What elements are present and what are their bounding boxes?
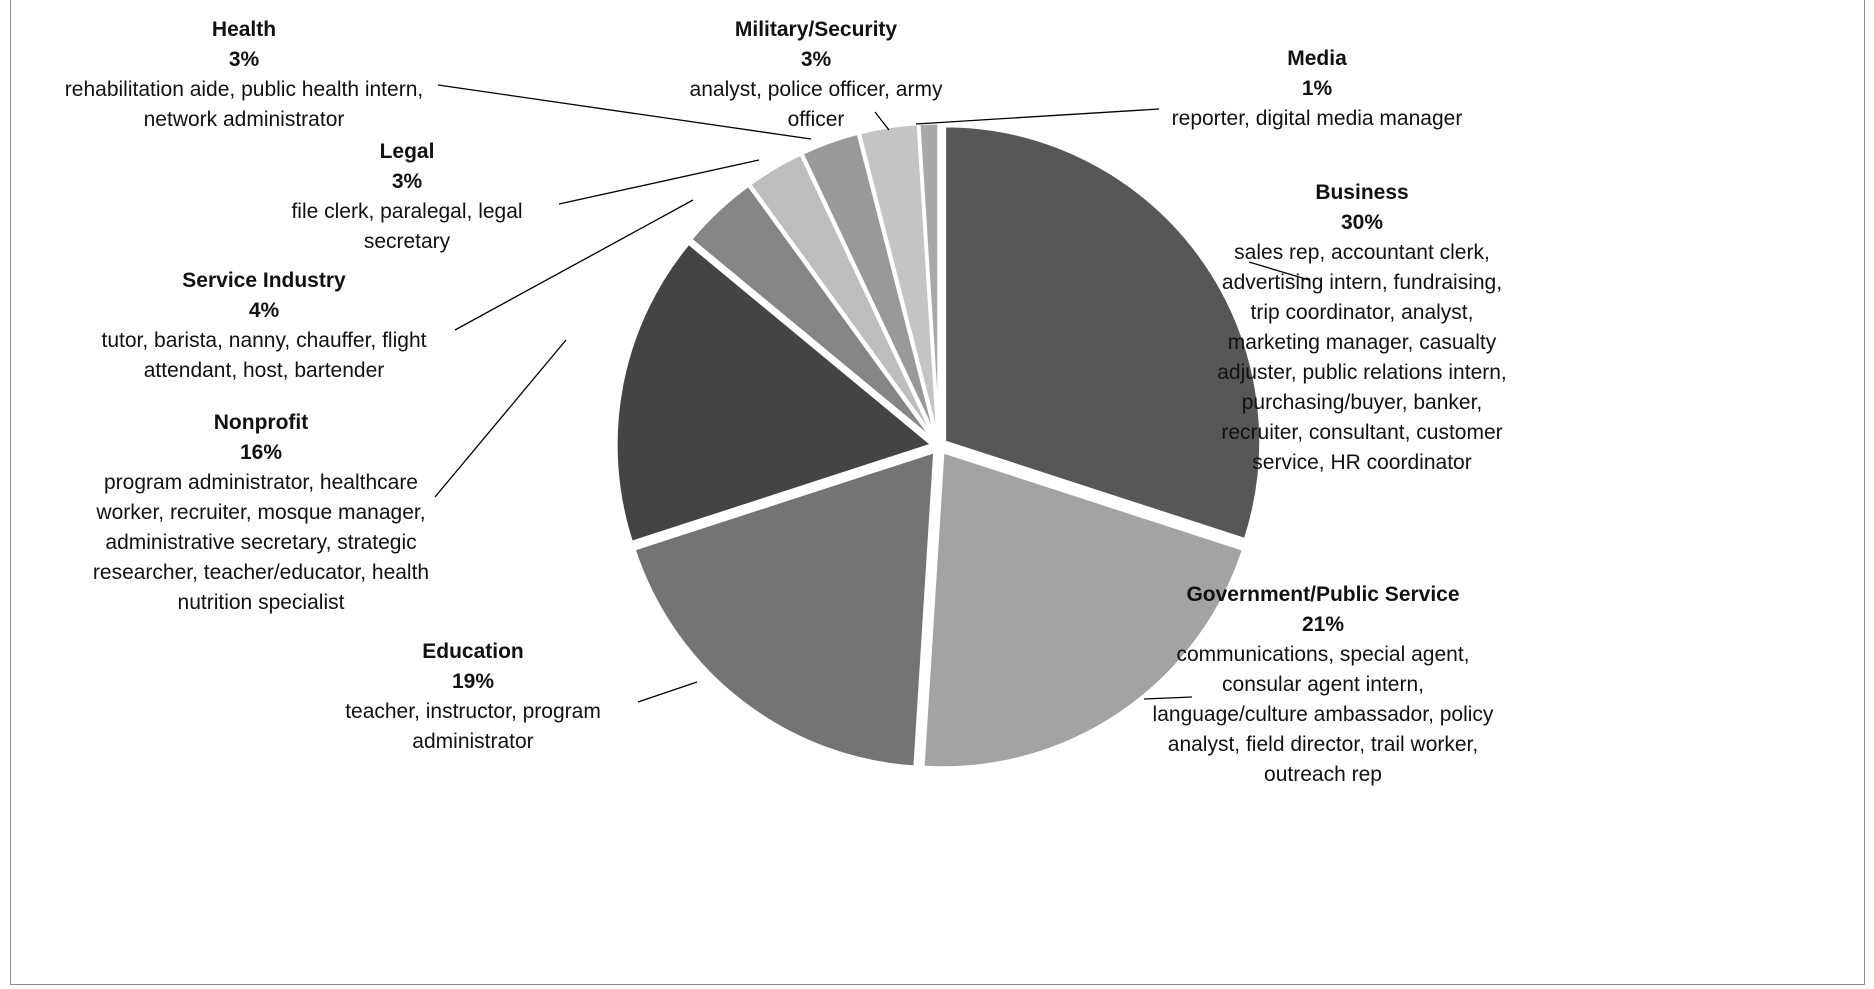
slice-label: Education 19% teacher, instructor, program… (308, 637, 638, 757)
pie-slice-nonprofit (614, 241, 936, 545)
slice-label: Media 1% reporter, digital media manager (1147, 44, 1487, 134)
leader-line (915, 108, 1160, 125)
slice-percent: 3% (391, 170, 423, 193)
leader-line (874, 111, 890, 131)
slice-name: Legal (379, 140, 435, 163)
leader-line (1248, 261, 1310, 281)
slice-name: Military/Security (734, 18, 898, 41)
slice-label: Government/Public Service 21% communicatio… (1143, 580, 1503, 790)
slice-label: Health 3% rehabilitation aide, public heal… (54, 15, 434, 135)
slice-label: Military/Security 3% analyst, police offic… (661, 15, 971, 135)
pie-slice-business (943, 124, 1263, 542)
slice-label: Legal 3% file clerk, paralegal, legal secr… (267, 137, 547, 257)
slice-description: program administrator, healthcare worker… (92, 471, 430, 614)
slice-name: Business (1315, 181, 1409, 204)
slice-percent: 21% (1301, 613, 1345, 636)
slice-name: Health (211, 18, 277, 41)
slice-description: communications, special agent, consular … (1152, 643, 1494, 786)
slice-percent: 4% (248, 299, 280, 322)
leader-line (437, 84, 812, 140)
slice-name: Media (1287, 47, 1347, 70)
slice-name: Service Industry (182, 269, 346, 292)
slice-label: Nonprofit 16% program administrator, healt… (76, 408, 446, 618)
slice-percent: 16% (239, 441, 283, 464)
pie-slice-education (632, 449, 937, 769)
slice-label: Business 30% sales rep, accountant clerk, … (1207, 178, 1517, 478)
leader-line (1143, 696, 1193, 700)
pie-slice-service-industry (688, 183, 936, 443)
slice-name: Nonprofit (213, 411, 309, 434)
pie-slice-government-public-service (921, 449, 1246, 770)
slice-description: teacher, instructor, program administrat… (345, 700, 601, 753)
slice-label: Service Industry 4% tutor, barista, nanny,… (84, 266, 444, 386)
slice-name: Education (422, 640, 524, 663)
slice-description: file clerk, paralegal, legal secretary (291, 200, 523, 253)
slice-percent: 30% (1340, 211, 1384, 234)
leader-line (558, 159, 760, 205)
slice-description: sales rep, accountant clerk, advertising… (1217, 241, 1507, 474)
slice-description: tutor, barista, nanny, chauffer, flight … (101, 329, 427, 382)
slice-name: Government/Public Service (1186, 583, 1460, 606)
leader-line (454, 199, 694, 331)
pie-chart (434, 84, 1310, 770)
leader-line (434, 339, 567, 498)
chart-frame: Business 30% sales rep, accountant clerk, … (10, 0, 1865, 985)
slice-percent: 3% (228, 48, 260, 71)
slice-percent: 19% (451, 670, 495, 693)
slice-description: analyst, police officer, army officer (689, 78, 943, 131)
leader-line (637, 681, 698, 703)
slice-percent: 1% (1301, 77, 1333, 100)
slice-description: reporter, digital media manager (1171, 107, 1463, 130)
slice-percent: 3% (800, 48, 832, 71)
slice-description: rehabilitation aide, public health inter… (64, 78, 424, 131)
